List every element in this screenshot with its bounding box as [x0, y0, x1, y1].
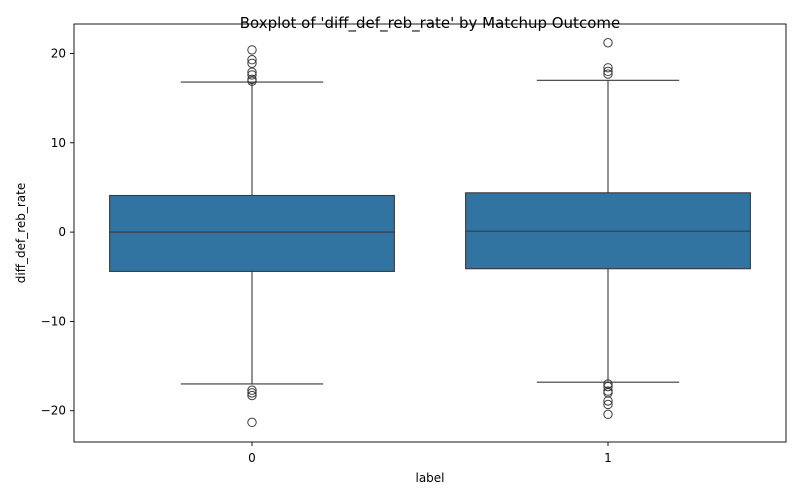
- y-tick-label: 0: [58, 225, 66, 239]
- outlier-point: [603, 396, 613, 406]
- outlier-point: [603, 381, 613, 392]
- x-axis-label: label: [415, 471, 444, 485]
- y-tick-label: 10: [51, 136, 66, 150]
- y-tick-label: −10: [41, 314, 66, 328]
- box-group-0: [109, 45, 395, 428]
- y-tick-label: −20: [41, 404, 66, 418]
- box-group-1: [465, 38, 751, 420]
- y-axis-label: diff_def_reb_rate: [14, 183, 28, 284]
- outlier-point: [247, 55, 257, 65]
- outlier-point: [603, 66, 613, 77]
- box-iqr: [109, 194, 395, 272]
- y-tick-label: 20: [51, 46, 66, 60]
- outlier-point: [603, 399, 613, 410]
- outlier-point: [603, 388, 613, 398]
- axes-frame: [73, 23, 787, 443]
- plot-area: [109, 38, 751, 428]
- outlier-point: [247, 67, 257, 77]
- outlier-point: [603, 38, 613, 48]
- outlier-point: [247, 45, 257, 55]
- outlier-point: [247, 388, 257, 398]
- outlier-point: [603, 409, 613, 420]
- outlier-point: [247, 76, 257, 86]
- x-tick-label: 0: [248, 451, 256, 465]
- outlier-point: [247, 385, 257, 395]
- outlier-point: [247, 390, 257, 401]
- outlier-point: [247, 70, 257, 80]
- outlier-point: [603, 69, 613, 79]
- y-axis: 20 10 0 −10 −20: [41, 46, 74, 418]
- outlier-point: [603, 63, 613, 73]
- chart-title: Boxplot of 'diff_def_reb_rate' by Matchu…: [240, 14, 620, 33]
- outlier-point: [603, 379, 613, 389]
- outlier-point: [247, 58, 257, 68]
- outlier-point: [247, 417, 257, 428]
- x-tick-label: 1: [604, 451, 612, 465]
